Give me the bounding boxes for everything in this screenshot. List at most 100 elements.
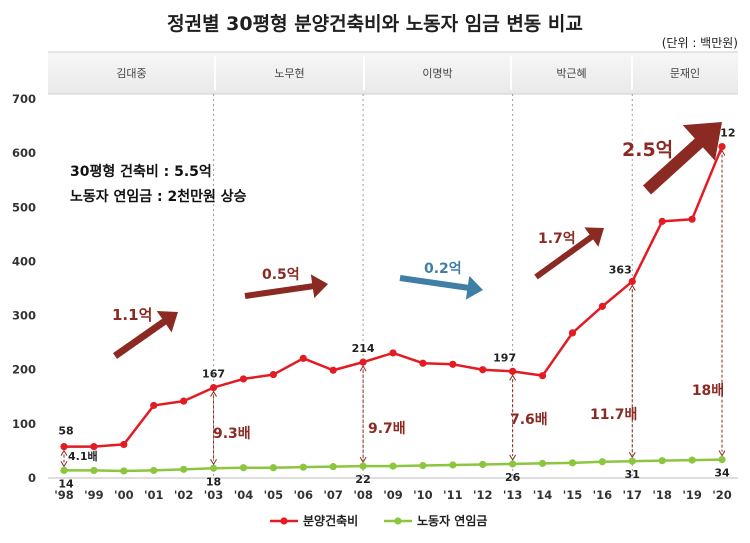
x-tick-label: '19	[682, 488, 702, 502]
series-point-0	[598, 302, 606, 310]
x-tick-label: '00	[114, 488, 134, 502]
ratio-arrow-head	[718, 450, 726, 457]
series-point-0	[479, 366, 487, 374]
x-tick-label: '02	[174, 488, 194, 502]
series-point-1	[359, 462, 367, 470]
ratio-label: 9.7배	[368, 421, 406, 437]
y-tick-label: 200	[12, 363, 36, 377]
series-point-0	[419, 359, 427, 367]
series-point-1	[568, 459, 577, 467]
ratio-arrow-head	[60, 461, 68, 468]
x-tick-label: '03	[204, 488, 224, 502]
x-tick-label: '07	[323, 488, 343, 502]
series-point-0	[90, 442, 98, 451]
legend-label: 분양건축비	[303, 513, 358, 528]
data-label: 167	[202, 368, 225, 381]
chart-title: 정권별 30평형 분양건축비와 노동자 임금 변동 비교	[167, 13, 583, 35]
x-tick-label: '12	[473, 488, 493, 502]
series-point-0	[120, 440, 128, 449]
ratio-arrow-head	[628, 451, 636, 459]
guide-lines	[213, 94, 633, 478]
x-tick-label: '11	[443, 488, 463, 502]
series-point-1	[688, 456, 696, 464]
series-point-1	[628, 457, 636, 465]
series-point-1	[60, 466, 68, 475]
data-label: 26	[505, 471, 521, 484]
series-point-1	[389, 462, 397, 470]
ratio-arrow-head	[359, 365, 367, 372]
series-point-0	[538, 372, 547, 380]
data-label: 34	[714, 467, 730, 480]
series-point-1	[479, 460, 487, 469]
series-point-0	[568, 329, 577, 337]
series-point-0	[449, 360, 457, 368]
series-point-1	[538, 459, 547, 467]
growth-label: 0.2억	[424, 261, 462, 277]
ratio-label: 9.3배	[213, 426, 251, 442]
series-point-1	[658, 457, 666, 465]
x-tick-label: '08	[353, 488, 373, 502]
era-label: 이명박	[422, 67, 452, 80]
summary-line-1: 30평형 건축비 : 5.5억	[70, 163, 212, 180]
y-tick-label: 500	[12, 200, 36, 214]
growth-arrow	[642, 122, 722, 195]
x-tick-label: '01	[144, 488, 164, 502]
x-tick-label: '05	[264, 488, 284, 502]
legend-label: 노동자 연임금	[417, 513, 487, 528]
legend-marker-0	[280, 517, 288, 525]
series-point-0	[239, 375, 248, 383]
x-tick-label: '16	[593, 488, 613, 502]
series-point-1	[150, 466, 158, 475]
series-point-1	[449, 461, 457, 469]
x-tick-label: '20	[712, 488, 732, 502]
data-label: 14	[58, 477, 74, 490]
data-label: 363	[609, 263, 632, 276]
series-point-0	[718, 143, 726, 151]
legend-marker-1	[394, 517, 402, 525]
x-tick-label: '15	[563, 488, 583, 502]
series-point-1	[598, 458, 606, 466]
ratio-arrow-head	[628, 284, 636, 291]
x-tick-label: '04	[234, 488, 254, 502]
series-point-0	[269, 370, 277, 379]
growth-label: 1.7억	[538, 231, 576, 247]
series-point-0	[299, 354, 307, 362]
series-point-0	[688, 215, 696, 223]
era-band-bg	[48, 52, 738, 94]
y-tick-label: 600	[12, 146, 36, 160]
x-tick-label: '09	[383, 488, 403, 502]
series-point-0	[209, 383, 218, 392]
series-point-1	[269, 464, 277, 472]
series-point-0	[359, 358, 367, 366]
data-label: 31	[625, 468, 640, 481]
era-label: 김대중	[116, 67, 146, 80]
x-tick-label: '99	[84, 488, 104, 502]
x-tick-label: '98	[54, 488, 74, 502]
growth-arrow	[399, 275, 483, 300]
series-point-0	[658, 217, 666, 225]
ratio-label: 18배	[692, 383, 724, 399]
series-point-0	[509, 367, 517, 375]
data-label: 22	[355, 473, 370, 486]
summary-line-2: 노동자 연임금 : 2천만원 상승	[70, 189, 247, 205]
data-label: 58	[58, 425, 73, 438]
x-tick-label: '14	[533, 488, 553, 502]
series-point-1	[509, 460, 517, 468]
series-point-0	[180, 397, 188, 405]
ratio-arrow-head	[509, 374, 517, 381]
data-label: 197	[493, 351, 516, 364]
series-point-0	[628, 277, 636, 286]
series-point-1	[90, 466, 98, 475]
series-point-1	[419, 461, 427, 470]
era-band: 김대중 노무현 이명박 박근혜 문재인	[48, 51, 738, 95]
series-point-1	[180, 465, 188, 473]
era-label: 문재인	[670, 67, 700, 80]
ratio-arrow-head	[60, 449, 68, 456]
x-tick-label: '13	[503, 488, 523, 502]
x-tick-label: '06	[294, 488, 314, 502]
ratio-arrow-head	[509, 454, 517, 461]
series-point-0	[389, 349, 397, 357]
growth-arrow	[534, 227, 604, 280]
